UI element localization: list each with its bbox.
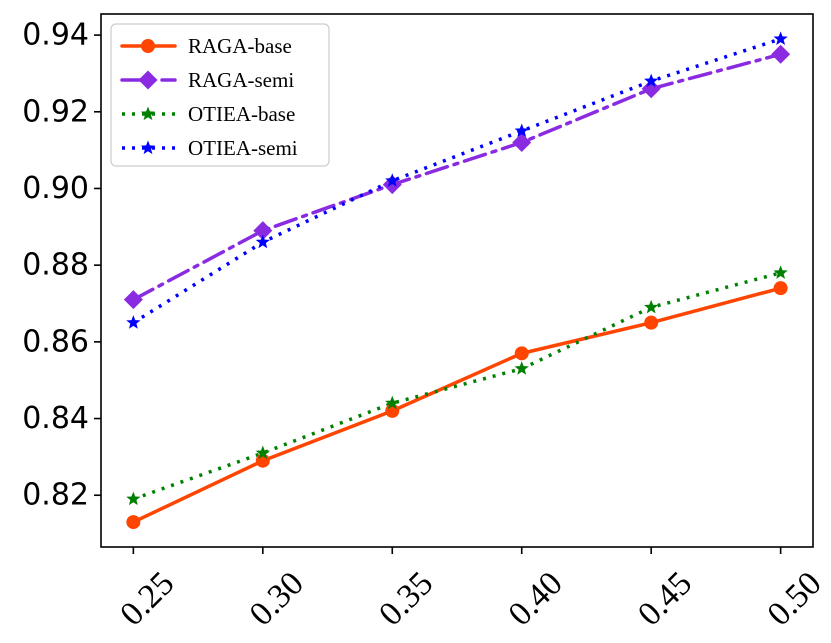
x-tick-label: 0.35 xyxy=(372,565,440,633)
y-tick-label: 0.92 xyxy=(22,94,89,129)
legend-label-0: RAGA-base xyxy=(188,34,292,58)
y-tick-label: 0.88 xyxy=(22,248,89,283)
legend-label-3: OTIEA-semi xyxy=(188,136,298,160)
data-point-1-1 xyxy=(253,221,273,241)
x-tick-label: 0.40 xyxy=(502,565,570,633)
data-point-3-3 xyxy=(514,123,529,138)
y-axis: 0.82 0.84 0.86 0.88 0.90 0.92 0.94 xyxy=(22,18,101,513)
x-tick-label: 0.30 xyxy=(243,565,311,633)
legend-marker-0 xyxy=(141,39,155,53)
data-point-0-4 xyxy=(644,315,659,330)
legend-label-2: OTIEA-base xyxy=(188,102,295,126)
data-point-1-3 xyxy=(512,132,532,152)
data-point-0-5 xyxy=(773,281,788,296)
marker-group xyxy=(123,31,791,530)
y-tick-label: 0.86 xyxy=(22,324,89,359)
data-point-2-4 xyxy=(644,299,659,314)
series-line-0 xyxy=(131,286,783,524)
series-line-1 xyxy=(131,52,783,302)
y-tick-label: 0.84 xyxy=(22,401,89,436)
x-axis: 0.25 0.30 0.35 0.40 0.45 0.50 xyxy=(113,547,829,633)
legend: RAGA-base RAGA-semi OTIEA-base OTIEA-semi xyxy=(110,23,330,167)
data-point-3-1 xyxy=(255,234,270,249)
x-tick-label: 0.25 xyxy=(113,565,181,633)
data-point-2-3 xyxy=(514,361,529,375)
data-point-3-4 xyxy=(644,73,659,88)
data-point-1-0 xyxy=(123,290,143,310)
x-tick-label: 0.50 xyxy=(760,565,828,633)
data-point-2-2 xyxy=(385,395,400,410)
data-point-0-0 xyxy=(126,515,141,530)
legend-label-1: RAGA-semi xyxy=(188,68,294,92)
data-point-2-1 xyxy=(255,445,270,460)
data-point-0-3 xyxy=(514,346,529,361)
data-point-2-0 xyxy=(126,491,141,506)
data-point-3-2 xyxy=(385,173,400,187)
data-point-3-0 xyxy=(126,315,141,329)
legend-marker-2 xyxy=(140,106,156,121)
x-tick-label: 0.45 xyxy=(631,565,699,633)
data-point-3-5 xyxy=(773,31,788,45)
data-point-2-5 xyxy=(773,265,788,279)
series-line-2 xyxy=(132,271,782,501)
plot-frame xyxy=(100,13,814,548)
series-group xyxy=(131,37,783,524)
legend-marker-3 xyxy=(140,140,156,155)
legend-box xyxy=(110,23,330,167)
data-point-1-5 xyxy=(771,44,791,64)
legend-marker-1 xyxy=(138,70,158,90)
y-tick-label: 0.82 xyxy=(22,478,89,513)
y-tick-label: 0.90 xyxy=(22,171,89,206)
y-tick-label: 0.94 xyxy=(22,18,89,53)
data-point-1-4 xyxy=(641,79,661,99)
